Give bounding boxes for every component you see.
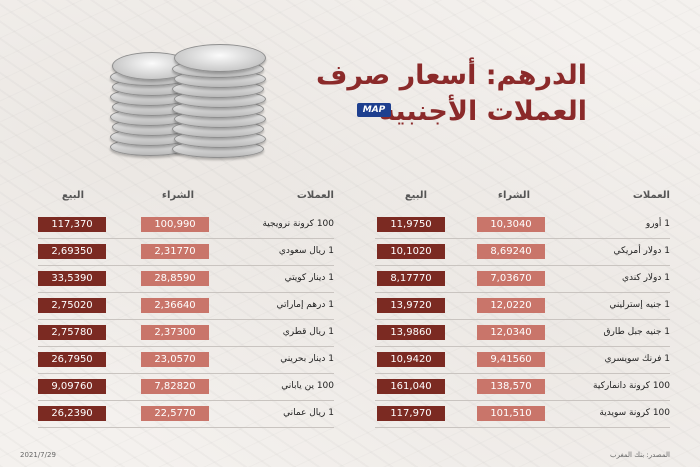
coins-illustration (100, 40, 290, 160)
buy-rate: 7,03670 (477, 271, 545, 286)
footer-source: المصدر: بنك المغرب (610, 451, 670, 459)
sell-rate: 2,75020 (38, 298, 106, 313)
currency-name: 1 درهم إماراتي (276, 300, 334, 310)
table-row: 100 كرونة دانماركية 138,570 161,040 (375, 374, 670, 401)
sell-rate: 2,69350 (38, 244, 106, 259)
sell-rate: 13,9720 (377, 298, 445, 313)
rates-table-left: العملات الشراء البيع 100 كرونة نرويجية 10… (38, 190, 334, 428)
header-buy: الشراء (497, 190, 530, 201)
buy-rate: 2,37300 (141, 325, 209, 340)
header-currency: العملات (296, 190, 334, 201)
footer-date: 2021/7/29 (20, 451, 56, 459)
currency-name: 1 فرنك سويسري (604, 354, 670, 364)
table-row: 1 دينار كويتي 28,8590 33,5390 (38, 266, 334, 293)
currency-name: 1 أورو (645, 219, 670, 229)
table-row: 1 دينار بحريني 23,0570 26,7950 (38, 347, 334, 374)
table-row: 1 جنيه إسترليني 12,0220 13,9720 (375, 293, 670, 320)
sell-rate: 10,9420 (377, 352, 445, 367)
currency-name: 1 دولار أمريكي (613, 246, 670, 256)
title-line-2: العملات الأجنبية (378, 96, 587, 127)
table-row: 100 كرونة نرويجية 100,990 117,370 (38, 212, 334, 239)
sell-rate: 117,970 (377, 406, 445, 421)
header-currency: العملات (632, 190, 670, 201)
table-row: 1 ريال سعودي 2,31770 2,69350 (38, 239, 334, 266)
sell-rate: 33,5390 (38, 271, 106, 286)
buy-rate: 9,41560 (477, 352, 545, 367)
table-row: 1 درهم إماراتي 2,36640 2,75020 (38, 293, 334, 320)
currency-name: 1 دولار كندي (621, 273, 670, 283)
table-row: 1 دولار كندي 7,03670 8,17770 (375, 266, 670, 293)
currency-name: 100 ين ياباني (281, 381, 334, 391)
sell-rate: 117,370 (38, 217, 106, 232)
currency-name: 1 ريال سعودي (278, 246, 334, 256)
buy-rate: 101,510 (477, 406, 545, 421)
table-row: 1 أورو 10,3040 11,9750 (375, 212, 670, 239)
buy-rate: 7,82820 (141, 379, 209, 394)
currency-name: 1 جنيه جبل طارق (603, 327, 670, 337)
buy-rate: 2,36640 (141, 298, 209, 313)
currency-name: 1 ريال عماني (283, 408, 334, 418)
buy-rate: 28,8590 (141, 271, 209, 286)
buy-rate: 23,0570 (141, 352, 209, 367)
header-sell: البيع (61, 190, 84, 201)
sell-rate: 8,17770 (377, 271, 445, 286)
table-row: 1 فرنك سويسري 9,41560 10,9420 (375, 347, 670, 374)
rates-table-right: العملات الشراء البيع 1 أورو 10,3040 11,975… (375, 190, 670, 428)
sell-rate: 10,1020 (377, 244, 445, 259)
table-row: 1 ريال عماني 22,5770 26,2390 (38, 401, 334, 428)
currency-name: 1 جنيه إسترليني (609, 300, 670, 310)
buy-rate: 22,5770 (141, 406, 209, 421)
buy-rate: 138,570 (477, 379, 545, 394)
sell-rate: 11,9750 (377, 217, 445, 232)
buy-rate: 12,0340 (477, 325, 545, 340)
table-row: 100 ين ياباني 7,82820 9,09760 (38, 374, 334, 401)
buy-rate: 100,990 (141, 217, 209, 232)
table-row: 1 جنيه جبل طارق 12,0340 13,9860 (375, 320, 670, 347)
buy-rate: 12,0220 (477, 298, 545, 313)
sell-rate: 26,7950 (38, 352, 106, 367)
currency-name: 1 دينار كويتي (284, 273, 334, 283)
title-line-1: الدرهم: أسعار صرف (315, 60, 587, 91)
table-header: العملات الشراء البيع (38, 190, 334, 212)
sell-rate: 9,09760 (38, 379, 106, 394)
page-title: الدرهم: أسعار صرف العملات الأجنبية (316, 58, 587, 130)
currency-name: 100 كرونة دانماركية (593, 381, 670, 391)
currency-name: 1 ريال قطري (282, 327, 334, 337)
header-buy: الشراء (161, 190, 194, 201)
table-header: العملات الشراء البيع (375, 190, 670, 212)
sell-rate: 13,9860 (377, 325, 445, 340)
buy-rate: 10,3040 (477, 217, 545, 232)
buy-rate: 8,69240 (477, 244, 545, 259)
sell-rate: 161,040 (377, 379, 445, 394)
sell-rate: 26,2390 (38, 406, 106, 421)
buy-rate: 2,31770 (141, 244, 209, 259)
currency-name: 100 كرونة نرويجية (262, 219, 334, 229)
currency-name: 100 كرونة سويدية (599, 408, 670, 418)
table-row: 1 دولار أمريكي 8,69240 10,1020 (375, 239, 670, 266)
map-logo-badge: MAP (357, 103, 391, 117)
currency-name: 1 دينار بحريني (280, 354, 334, 364)
sell-rate: 2,75780 (38, 325, 106, 340)
header-sell: البيع (404, 190, 427, 201)
table-row: 100 كرونة سويدية 101,510 117,970 (375, 401, 670, 428)
table-row: 1 ريال قطري 2,37300 2,75780 (38, 320, 334, 347)
